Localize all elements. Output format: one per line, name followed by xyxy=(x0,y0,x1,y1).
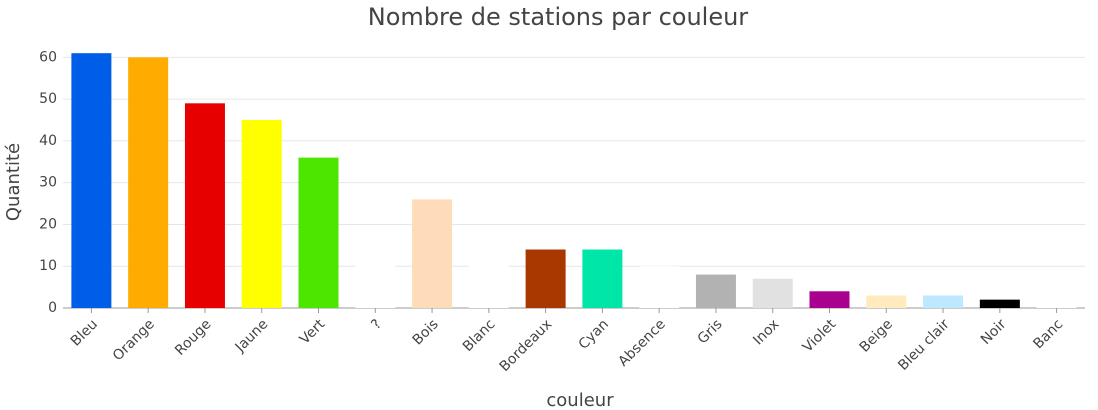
x-axis-title: couleur xyxy=(546,390,614,410)
bar xyxy=(923,295,964,308)
x-tick-label: Vert xyxy=(297,316,329,348)
y-tick-label: 60 xyxy=(39,49,57,65)
bar xyxy=(752,278,793,308)
bar xyxy=(468,245,509,308)
x-tick-label: Blanc xyxy=(460,316,499,355)
x-tick-label: Cyan xyxy=(576,316,612,352)
bar xyxy=(71,53,112,309)
x-tick-label: Rouge xyxy=(172,316,214,358)
bar xyxy=(639,266,680,308)
y-tick-label: 20 xyxy=(39,216,57,232)
bar xyxy=(241,120,282,308)
x-tick-label: Jaune xyxy=(232,316,272,356)
chart-title: Nombre de stations par couleur xyxy=(368,3,749,31)
bar xyxy=(128,57,169,308)
x-tick-label: Gris xyxy=(695,316,726,347)
y-tick-label: 10 xyxy=(39,258,57,274)
bar xyxy=(184,103,225,308)
bar xyxy=(582,249,623,308)
bar xyxy=(412,199,453,308)
x-tick-label: Orange xyxy=(110,316,158,364)
x-tick-label: Beige xyxy=(857,316,896,355)
x-tick-label: Bois xyxy=(410,316,442,348)
x-tick-label: Absence xyxy=(615,316,668,369)
y-tick-label: 0 xyxy=(48,300,57,316)
y-tick-label: 40 xyxy=(39,133,57,149)
bar xyxy=(866,295,907,308)
x-tick-label: ? xyxy=(368,316,385,333)
bar xyxy=(525,249,566,308)
bar xyxy=(1036,303,1077,308)
x-tick-label: Bleu xyxy=(68,316,101,349)
x-tick-label: Banc xyxy=(1030,316,1066,352)
x-tick-label: Violet xyxy=(800,316,840,356)
x-tick-label: Inox xyxy=(750,316,782,348)
bar xyxy=(298,157,339,308)
x-tick-label: Bordeaux xyxy=(497,316,556,375)
bar xyxy=(809,291,850,308)
bar xyxy=(355,236,396,308)
y-tick-label: 30 xyxy=(39,175,57,191)
x-tick-label: Bleu clair xyxy=(895,316,953,374)
y-tick-label: 50 xyxy=(39,91,57,107)
y-axis-title: Quantité xyxy=(3,143,24,221)
x-tick-label: Noir xyxy=(978,316,1010,348)
bar xyxy=(695,274,736,308)
bar xyxy=(979,299,1020,308)
